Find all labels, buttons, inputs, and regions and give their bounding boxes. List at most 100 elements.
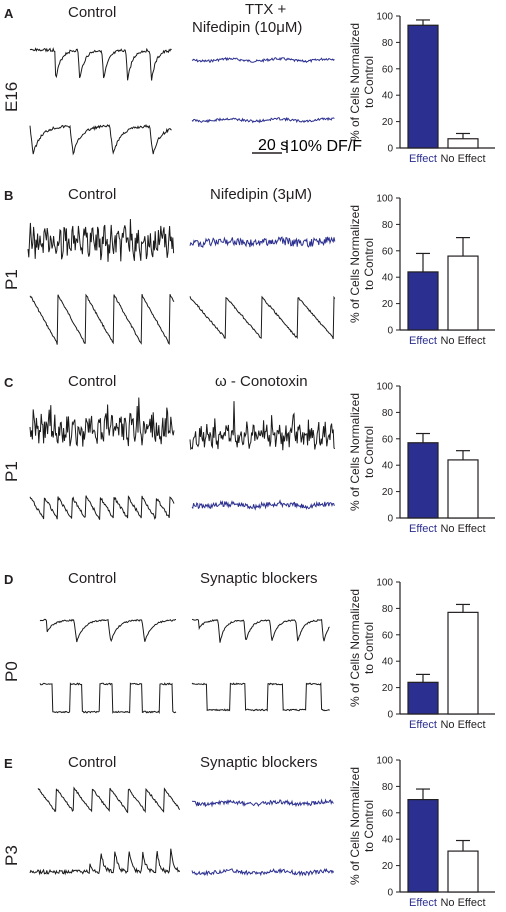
bar-chart-c: 0 20 40 60 80 100% of Cells Normalizedto Cont…	[348, 382, 495, 535]
control-trace	[27, 218, 175, 262]
scale-bar-amplitude-label: 10% DF/F	[290, 138, 362, 155]
y-tick-label: 100	[376, 12, 393, 23]
panel-letter: D	[4, 572, 14, 587]
bar-effect	[407, 442, 439, 519]
bar-effect	[407, 24, 439, 149]
treatment-title: Synaptic blockers	[200, 754, 318, 771]
y-tick-label: 40	[382, 835, 394, 846]
treated-trace	[191, 798, 334, 808]
y-axis-label: % of Cells Normalizedto Control	[348, 767, 376, 885]
treated-trace	[191, 116, 335, 124]
panel-b: B Control Nifedipin (3μM) P1	[0, 180, 506, 360]
treated-trace	[191, 618, 330, 643]
y-axis-label: % of Cells Normalizedto Control	[348, 393, 376, 511]
panel-e: E Control Synaptic blockers P3	[0, 730, 506, 912]
y-tick-label: 100	[376, 578, 393, 589]
treated-trace	[189, 401, 336, 451]
control-trace	[29, 47, 172, 81]
y-tick-label: 40	[382, 91, 394, 102]
category-label-no-effect: No Effect	[440, 897, 485, 909]
treatment-title: ω - Conotoxin	[215, 373, 308, 390]
y-tick-label: 60	[382, 64, 394, 75]
category-label-no-effect: No Effect	[440, 719, 485, 731]
category-label-no-effect: No Effect	[440, 335, 485, 347]
bar-effect	[407, 681, 439, 715]
treatment-title-line1: TTX +	[245, 1, 287, 18]
treatment-title: Nifedipin (3μM)	[210, 186, 313, 203]
control-title: Control	[68, 373, 117, 390]
control-trace	[29, 124, 172, 156]
treated-trace	[191, 682, 330, 712]
category-label-effect: Effect	[409, 523, 437, 535]
y-axis-label: % of Cells Normalizedto Control	[348, 589, 376, 707]
bar-chart-e: 0 20 40 60 80 100% of Cells Normalizedto Cont…	[348, 756, 495, 909]
control-trace	[29, 293, 175, 345]
control-trace	[37, 786, 181, 814]
y-tick-label: 80	[382, 38, 394, 49]
panel-d: D Control Synaptic blockers P0	[0, 540, 506, 730]
control-trace	[29, 495, 175, 520]
bar-no-effect	[447, 611, 479, 715]
y-tick-label: 20	[382, 487, 394, 498]
y-tick-label: 0	[387, 326, 393, 337]
y-tick-label: 60	[382, 630, 394, 641]
y-tick-label: 100	[376, 382, 393, 393]
y-axis-label: % of Cells Normalizedto Control	[348, 23, 376, 141]
y-tick-label: 0	[387, 888, 393, 899]
y-tick-label: 100	[376, 194, 393, 205]
y-tick-label: 0	[387, 144, 393, 155]
control-title: Control	[68, 754, 117, 771]
y-tick-label: 80	[382, 604, 394, 615]
control-trace	[29, 848, 181, 876]
bar-no-effect	[447, 138, 479, 149]
control-trace	[29, 397, 175, 447]
category-label-effect: Effect	[409, 897, 437, 909]
control-title: Control	[68, 4, 117, 21]
bar-chart-d: 0 20 40 60 80 100% of Cells Normalizedto Cont…	[348, 578, 495, 731]
y-tick-label: 20	[382, 299, 394, 310]
treated-trace	[191, 499, 335, 511]
control-trace	[39, 618, 177, 643]
y-tick-label: 60	[382, 808, 394, 819]
category-label-effect: Effect	[409, 153, 437, 165]
chart-axes: 0 20 40 60 80 100% of Cells Normalizedto Cont…	[348, 756, 495, 899]
category-label-effect: Effect	[409, 719, 437, 731]
y-tick-label: 0	[387, 514, 393, 525]
y-tick-label: 80	[382, 220, 394, 231]
y-tick-label: 20	[382, 861, 394, 872]
treated-trace	[189, 236, 336, 249]
y-tick-label: 40	[382, 273, 394, 284]
control-title: Control	[68, 186, 117, 203]
y-tick-label: 60	[382, 246, 394, 257]
scale-bar: 20 s 10% DF/F	[252, 137, 362, 155]
y-tick-label: 80	[382, 408, 394, 419]
y-tick-label: 20	[382, 117, 394, 128]
bar-no-effect	[447, 850, 479, 893]
treated-trace	[189, 295, 336, 340]
panel-a: A Control TTX + Nifedipin (10μM) E16	[0, 0, 506, 180]
treatment-title: Synaptic blockers	[200, 570, 318, 587]
panel-letter: A	[4, 6, 14, 21]
y-axis-label: % of Cells Normalizedto Control	[348, 205, 376, 323]
category-label-no-effect: No Effect	[440, 153, 485, 165]
chart-axes: 0 20 40 60 80 100% of Cells Normalizedto Cont…	[348, 578, 495, 721]
treated-trace	[191, 867, 335, 877]
panel-letter: C	[4, 375, 14, 390]
y-tick-label: 20	[382, 683, 394, 694]
panel-letter: B	[4, 188, 14, 203]
treated-trace	[191, 56, 335, 64]
panel-c: C Control ω - Conotoxin P1	[0, 360, 506, 540]
bar-chart-a: 0 20 40 60 80 100% of Cells Normalizedto Cont…	[348, 12, 495, 165]
category-label-effect: Effect	[409, 335, 437, 347]
scale-bar-time-label: 20 s	[258, 137, 288, 154]
chart-axes: 0 20 40 60 80 100% of Cells Normalizedto Cont…	[348, 382, 495, 525]
bar-chart-b: 0 20 40 60 80 100% of Cells Normalizedto Cont…	[348, 194, 495, 347]
bar-no-effect	[447, 255, 479, 331]
control-title: Control	[68, 570, 117, 587]
category-label-no-effect: No Effect	[440, 523, 485, 535]
y-tick-label: 0	[387, 710, 393, 721]
bar-effect	[407, 271, 439, 331]
y-tick-label: 60	[382, 434, 394, 445]
y-tick-label: 100	[376, 756, 393, 767]
